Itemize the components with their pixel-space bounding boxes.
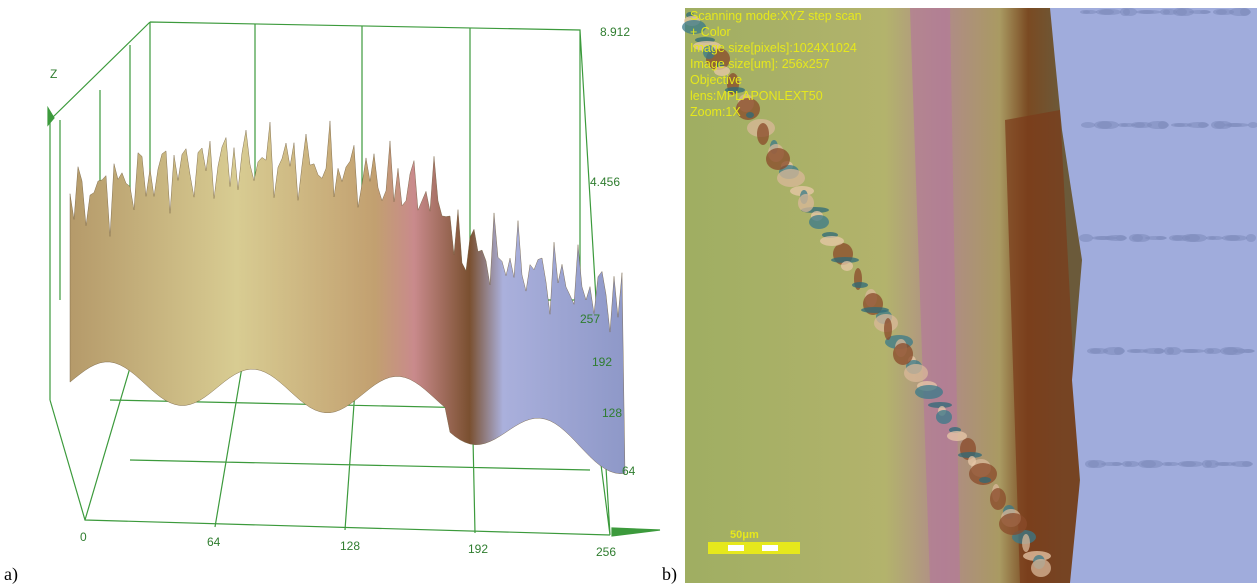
texture xyxy=(1130,349,1148,353)
texture xyxy=(1141,460,1163,468)
surface-plot: Z 8.912 4.456 257 192 128 64 0 64 128 19… xyxy=(4,22,660,585)
blotch xyxy=(798,194,814,212)
blotch xyxy=(915,385,943,399)
texture xyxy=(1123,8,1137,16)
blotch xyxy=(893,343,913,365)
y-tick-label: 128 xyxy=(602,406,622,420)
texture xyxy=(1246,234,1256,242)
x-tick-label: 128 xyxy=(340,539,360,553)
info-line: Objective xyxy=(690,73,742,87)
texture xyxy=(1198,122,1208,128)
info-line: Image size[pixels]:1024X1024 xyxy=(690,41,857,55)
texture xyxy=(1099,9,1121,15)
texture xyxy=(1079,234,1093,242)
blotch xyxy=(841,261,853,271)
blotch xyxy=(990,488,1006,510)
x-tick-label: 256 xyxy=(596,545,616,559)
texture xyxy=(1200,10,1210,14)
texture xyxy=(1083,10,1097,14)
texture xyxy=(1176,8,1194,16)
scale-bar-label: 50μm xyxy=(730,529,759,541)
z-axis-title: Z xyxy=(50,67,57,81)
texture xyxy=(1090,348,1108,354)
z-tick-label: 4.456 xyxy=(590,175,620,189)
blotch xyxy=(861,307,889,313)
panel-label: b) xyxy=(662,564,677,585)
texture xyxy=(1158,121,1168,129)
texture xyxy=(1174,123,1192,127)
texture xyxy=(1163,9,1177,15)
blue-region xyxy=(1050,8,1257,583)
texture xyxy=(1112,462,1122,466)
blotch xyxy=(884,318,892,340)
blotch xyxy=(999,513,1027,535)
info-line: lens:MPLAPONLEXT50 xyxy=(690,89,823,103)
blotch xyxy=(1022,534,1030,552)
blotch xyxy=(852,282,868,288)
texture xyxy=(1167,347,1181,355)
texture xyxy=(1240,8,1250,16)
panel-label: a) xyxy=(4,564,18,585)
texture xyxy=(1134,122,1152,128)
blotch xyxy=(820,236,844,246)
x-tick-label: 192 xyxy=(468,542,488,556)
blotch xyxy=(968,456,976,466)
blotch xyxy=(979,477,991,483)
blotch xyxy=(809,215,829,229)
texture xyxy=(1097,121,1119,129)
blotch xyxy=(777,169,805,187)
texture xyxy=(1207,348,1221,354)
blotch xyxy=(904,364,928,382)
texture xyxy=(1244,349,1254,353)
texture xyxy=(1156,236,1166,240)
texture xyxy=(1095,236,1117,240)
x-tick-label: 64 xyxy=(207,535,221,549)
blotch xyxy=(746,112,754,118)
texture xyxy=(1218,462,1236,466)
texture xyxy=(1081,122,1095,128)
info-line: Scanning mode:XYZ step scan xyxy=(690,9,862,23)
texture xyxy=(1165,462,1179,466)
texture xyxy=(1125,461,1139,467)
texture xyxy=(1181,461,1203,467)
blotch xyxy=(766,148,790,170)
texture xyxy=(1132,234,1150,242)
texture xyxy=(1154,348,1164,354)
blotch xyxy=(757,123,769,145)
z-tick-label: 8.912 xyxy=(600,25,630,39)
scale-bar-segment xyxy=(728,545,744,551)
info-line: Image size[um]: 256x257 xyxy=(690,57,830,71)
texture xyxy=(1214,121,1232,129)
texture xyxy=(1242,461,1252,467)
blotch xyxy=(936,410,952,424)
texture xyxy=(1209,236,1223,240)
texture xyxy=(1116,235,1126,241)
blotch xyxy=(947,431,967,441)
texture xyxy=(1121,123,1135,127)
texture xyxy=(1088,460,1106,468)
info-line: Zoom:1X xyxy=(690,105,741,119)
texture xyxy=(1183,349,1205,353)
texture xyxy=(1139,10,1161,14)
texture xyxy=(1223,347,1245,355)
texture xyxy=(1225,235,1247,241)
scale-bar xyxy=(708,542,800,554)
y-tick-label: 192 xyxy=(592,355,612,369)
x-tick-label: 0 xyxy=(80,530,87,544)
texture xyxy=(1205,460,1219,468)
texture xyxy=(1216,9,1234,15)
blotch xyxy=(1031,559,1051,577)
texture xyxy=(1114,347,1124,355)
info-line: + Color xyxy=(690,25,731,39)
surface xyxy=(70,121,625,474)
micrograph: Scanning mode:XYZ step scan + Color Image … xyxy=(662,8,1257,585)
y-tick-label: 64 xyxy=(622,464,636,478)
y-tick-label: 257 xyxy=(580,312,600,326)
texture xyxy=(1172,235,1190,241)
figure: Z 8.912 4.456 257 192 128 64 0 64 128 19… xyxy=(0,0,1257,587)
scale-bar-segment xyxy=(762,545,778,551)
